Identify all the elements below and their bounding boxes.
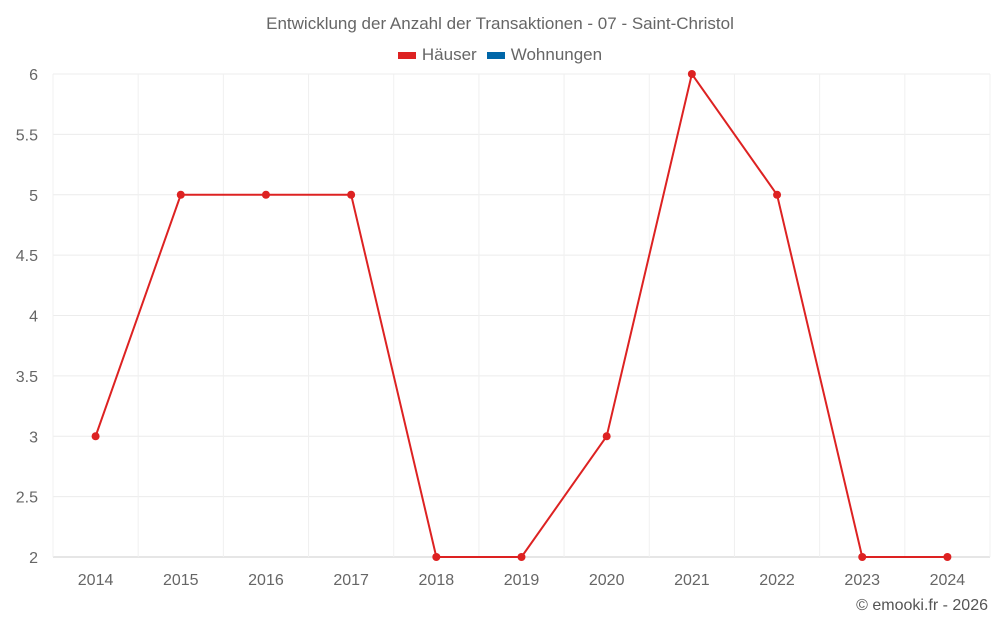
x-tick-label: 2024 [930,572,966,589]
data-point [432,553,441,561]
y-tick-label: 5 [29,188,38,205]
data-point [347,190,356,199]
x-tick-label: 2020 [589,572,625,589]
y-tick-label: 2 [29,550,38,567]
y-tick-label: 6 [29,67,38,84]
legend-item-haeuser[interactable]: Häuser [397,45,477,65]
legend-swatch [397,51,416,59]
x-tick-label: 2019 [504,572,540,589]
y-tick-label: 3.5 [16,369,38,386]
data-point [602,432,611,441]
data-point [687,70,696,78]
y-tick-label: 4.5 [16,248,38,265]
x-tick-label: 2021 [674,572,710,589]
y-tick-label: 3 [29,429,38,446]
x-tick-label: 2023 [844,572,880,589]
x-tick-label: 2015 [163,572,199,589]
data-point [176,190,185,199]
legend: Häuser Wohnungen [0,45,1000,65]
legend-label: Häuser [421,45,477,64]
y-tick-label: 4 [29,309,38,326]
legend-swatch [486,51,505,59]
x-tick-label: 2022 [759,572,795,589]
legend-item-wohnungen[interactable]: Wohnungen [486,45,603,65]
data-point [858,553,867,561]
x-tick-label: 2014 [78,572,114,589]
y-tick-label: 5.5 [16,127,38,144]
x-tick-label: 2018 [419,572,455,589]
chart-title: Entwicklung der Anzahl der Transaktionen… [266,14,734,33]
y-tick-label: 2.5 [16,490,38,507]
legend-label: Wohnungen [510,45,603,64]
data-point [91,432,100,441]
x-tick-label: 2016 [248,572,284,589]
data-point [773,190,782,199]
x-tick-label: 2017 [333,572,369,589]
data-point [261,190,270,199]
data-point [517,553,526,561]
credit: © emooki.fr - 2026 [856,597,988,614]
data-point [943,553,952,561]
